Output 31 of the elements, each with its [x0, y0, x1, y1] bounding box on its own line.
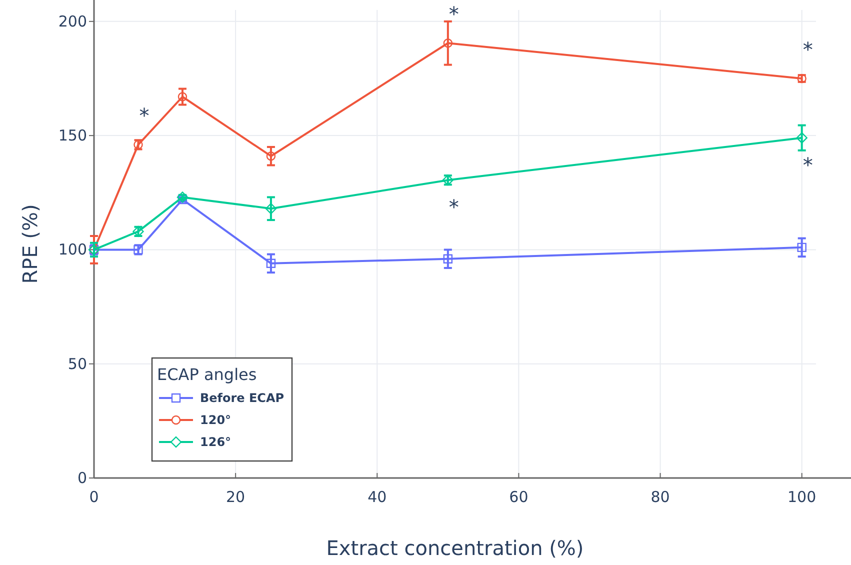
annotation: *: [139, 104, 150, 128]
point: [796, 132, 808, 144]
x-tick-label: 80: [650, 488, 670, 506]
x-axis-title: Extract concentration (%): [326, 536, 584, 560]
legend-title: ECAP angles: [157, 365, 257, 384]
y-tick-label: 200: [58, 12, 87, 30]
point: [176, 192, 188, 203]
point: [266, 258, 276, 268]
x-tick-label: 0: [89, 488, 99, 506]
point: [443, 254, 453, 264]
x-tick-label: 20: [226, 488, 246, 506]
annotation: *: [448, 195, 459, 220]
y-tick-label: 150: [58, 126, 87, 145]
point: [443, 38, 453, 48]
y-axis-title: RPE (%): [18, 204, 42, 284]
y-tick-label: 100: [58, 240, 87, 259]
y-tick-label: 50: [68, 354, 87, 373]
legend-label: Before ECAP: [200, 391, 284, 405]
legend-label: 126°: [200, 435, 232, 449]
point: [797, 242, 806, 252]
point: [266, 152, 276, 161]
point: [265, 203, 277, 214]
annotation: *: [802, 152, 813, 177]
legend-label: 120°: [200, 413, 232, 427]
y-tick-label: 0: [77, 469, 87, 487]
x-tick-label: 40: [368, 488, 387, 506]
point: [178, 92, 188, 102]
annotation: *: [802, 37, 813, 62]
annotation: *: [448, 2, 459, 26]
x-tick-label: 60: [509, 488, 528, 506]
x-tick-label: 100: [788, 488, 816, 506]
